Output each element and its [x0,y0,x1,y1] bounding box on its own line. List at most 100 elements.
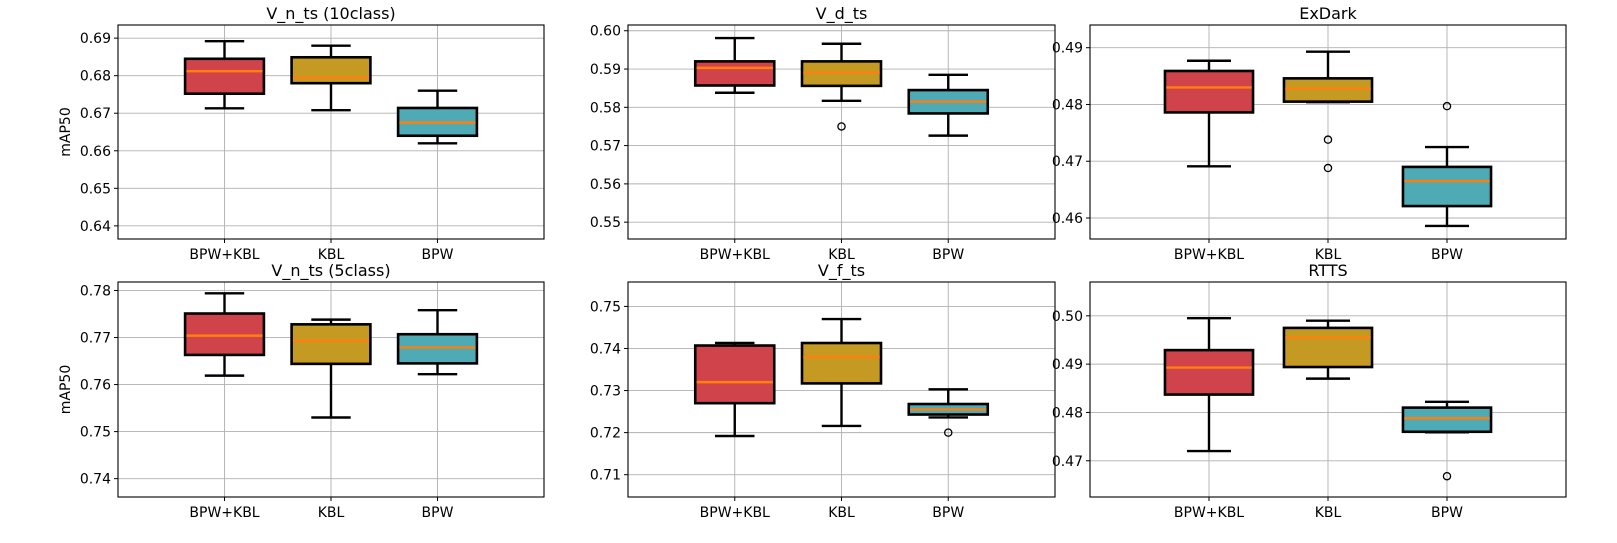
box-bpw-kbl [693,341,776,438]
panel-title: V_d_ts [816,4,868,24]
box-iqr [1163,348,1255,396]
ytick-label: 0.77 [80,331,111,347]
panel-title: RTTS [1308,261,1347,280]
panel-6: 0.47 0.48 0.49 0.50 BPW+KBL KBL BPW RTTS [1052,261,1567,521]
panel-1: 0.64 0.65 0.66 0.67 0.68 0.69 BPW+KBL KBL BPW V_n… [58,4,545,263]
ytick-label: 0.75 [590,299,621,315]
xtick-label: BPW+KBL [700,505,770,521]
panel-title: V_n_ts (10class) [266,4,395,24]
box-kbl [1282,319,1374,380]
box-iqr [290,323,372,366]
ytick-label: 0.76 [80,378,111,394]
ytick-label: 0.67 [80,106,111,122]
ytick-label: 0.64 [80,219,111,235]
box-kbl [290,318,372,419]
ytick-label: 0.59 [590,62,621,78]
ytick-label: 0.56 [590,177,621,193]
box-iqr [1401,165,1493,208]
ytick-label: 0.60 [590,24,621,40]
panel-title: V_n_ts (5class) [271,261,390,281]
panel-4: 0.74 0.75 0.76 0.77 0.78 BPW+KBL KBL BPW V_n_ts … [58,261,545,521]
ytick-label: 0.57 [590,139,621,155]
box-iqr [183,57,266,96]
xtick-label: BPW+KBL [189,505,259,521]
ytick-label: 0.66 [80,144,111,160]
ytick-label: 0.78 [80,283,111,299]
panel-2: 0.55 0.56 0.57 0.58 0.59 0.60 BPW+KBL KBL BPW V_d… [590,4,1056,263]
xtick-label: BPW [422,505,454,521]
xtick-label: BPW [1431,505,1463,521]
ytick-label: 0.48 [1052,97,1083,113]
box-bpw-kbl [1163,59,1255,168]
box-iqr [183,312,266,357]
ytick-label: 0.48 [1052,405,1083,421]
xtick-label: BPW [932,247,964,263]
box-iqr [693,344,776,405]
ytick-label: 0.73 [590,384,621,400]
flier-point [1442,101,1452,111]
xtick-label: BPW+KBL [1174,247,1244,263]
ylabel: mAP50 [58,365,74,414]
ytick-label: 0.55 [590,215,621,231]
box-kbl [800,42,883,131]
ytick-label: 0.74 [590,341,621,357]
flier-point [1323,163,1333,173]
box-bpw [907,388,990,437]
xtick-label: BPW [1431,247,1463,263]
xtick-label: KBL [318,505,345,521]
ytick-label: 0.58 [590,100,621,116]
ytick-label: 0.68 [80,69,111,85]
box-iqr [396,332,479,365]
box-bpw [396,89,479,145]
ytick-label: 0.47 [1052,454,1083,470]
box-iqr [1401,406,1493,434]
box-iqr [1163,69,1255,114]
xtick-label: KBL [1315,247,1342,263]
xtick-label: KBL [828,505,855,521]
ytick-label: 0.46 [1052,211,1083,227]
box-iqr [1282,77,1374,103]
box-bpw [396,309,479,376]
ytick-label: 0.71 [590,468,621,484]
ytick-label: 0.75 [80,425,111,441]
ytick-label: 0.50 [1052,309,1083,325]
flier-point [1323,135,1333,144]
box-kbl [1282,50,1374,173]
flier-point [944,428,953,437]
box-iqr [800,341,883,385]
ytick-label: 0.49 [1052,41,1083,57]
box-bpw-kbl [693,36,776,94]
xtick-label: KBL [1315,505,1342,521]
box-bpw-kbl [183,39,266,110]
panel-title: ExDark [1299,4,1357,23]
panel-5: 0.71 0.72 0.73 0.74 0.75 BPW+KBL KBL BPW V_f_ts [590,261,1056,521]
xtick-label: KBL [318,247,345,263]
box-kbl [290,44,372,112]
box-bpw-kbl [1163,317,1255,453]
xtick-label: BPW+KBL [1174,505,1244,521]
box-iqr [1282,326,1374,369]
xtick-label: BPW [932,505,964,521]
ylabel: mAP50 [58,107,74,156]
xtick-label: BPW [422,247,454,263]
flier-point [837,122,846,131]
xtick-label: BPW+KBL [700,247,770,263]
xtick-label: KBL [828,247,855,263]
panel-3: 0.46 0.47 0.48 0.49 BPW+KBL KBL BPW ExDark [1052,4,1567,263]
box-bpw [1401,400,1493,481]
ytick-label: 0.72 [590,426,621,442]
ytick-label: 0.49 [1052,357,1083,373]
box-kbl [800,317,883,428]
xtick-label: BPW+KBL [189,247,259,263]
box-bpw [907,73,990,137]
box-iqr [693,60,776,87]
ytick-label: 0.69 [80,31,111,47]
box-bpw [1401,101,1493,228]
ytick-label: 0.65 [80,181,111,197]
box-iqr [290,55,372,85]
box-bpw-kbl [183,292,266,377]
panel-title: V_f_ts [818,261,865,281]
flier-point [1442,471,1452,481]
